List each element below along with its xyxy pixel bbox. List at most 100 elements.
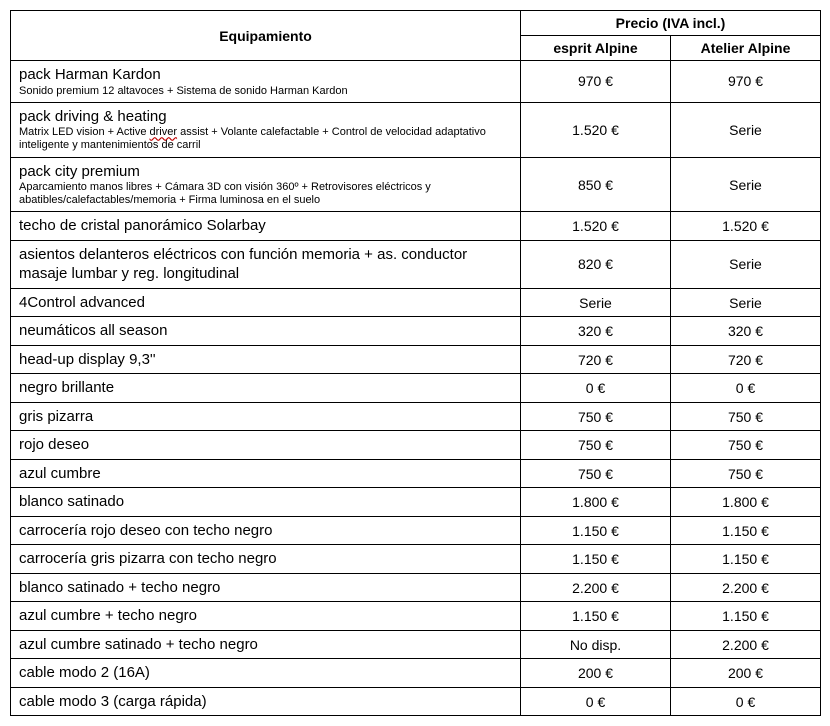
header-esprit-alpine: esprit Alpine bbox=[521, 36, 671, 61]
equipment-title: pack driving & heating bbox=[19, 107, 512, 127]
price-atelier: 720 € bbox=[671, 345, 821, 374]
table-row: carrocería rojo deseo con techo negro 1.1… bbox=[11, 516, 821, 545]
price-atelier: Serie bbox=[671, 288, 821, 317]
equipment-cell: cable modo 2 (16A) bbox=[11, 659, 521, 688]
price-esprit: 1.520 € bbox=[521, 212, 671, 241]
equipment-title: pack city premium bbox=[19, 162, 512, 182]
table-row: blanco satinado + techo negro2.200 €2.20… bbox=[11, 573, 821, 602]
price-atelier: 1.150 € bbox=[671, 516, 821, 545]
equipment-cell: head-up display 9,3'' bbox=[11, 345, 521, 374]
price-atelier: Serie bbox=[671, 157, 821, 212]
equipment-title: gris pizarra bbox=[19, 407, 512, 427]
price-atelier: 2.200 € bbox=[671, 630, 821, 659]
price-atelier: 0 € bbox=[671, 687, 821, 716]
equipment-cell: 4Control advanced bbox=[11, 288, 521, 317]
equipment-cell: carrocería rojo deseo con techo negro bbox=[11, 516, 521, 545]
equipment-cell: azul cumbre bbox=[11, 459, 521, 488]
header-row-1: Equipamiento Precio (IVA incl.) bbox=[11, 11, 821, 36]
price-atelier: 1.520 € bbox=[671, 212, 821, 241]
table-row: azul cumbre satinado + techo negro No dis… bbox=[11, 630, 821, 659]
table-row: cable modo 3 (carga rápida) 0 €0 € bbox=[11, 687, 821, 716]
equipment-title: rojo deseo bbox=[19, 435, 512, 455]
table-row: pack driving & heatingMatrix LED vision … bbox=[11, 102, 821, 157]
price-atelier: 750 € bbox=[671, 459, 821, 488]
price-esprit: 0 € bbox=[521, 687, 671, 716]
equipment-cell: pack Harman KardonSonido premium 12 alta… bbox=[11, 61, 521, 103]
price-esprit: 820 € bbox=[521, 240, 671, 288]
price-atelier: 320 € bbox=[671, 317, 821, 346]
equipment-title: azul cumbre bbox=[19, 464, 512, 484]
equipment-title: cable modo 3 (carga rápida) bbox=[19, 692, 512, 712]
equipment-title: azul cumbre satinado + techo negro bbox=[19, 635, 512, 655]
price-esprit: 1.150 € bbox=[521, 602, 671, 631]
table-row: asientos delanteros eléctricos con funci… bbox=[11, 240, 821, 288]
equipment-cell: rojo deseo bbox=[11, 431, 521, 460]
price-esprit: 1.800 € bbox=[521, 488, 671, 517]
equipment-title: blanco satinado + techo negro bbox=[19, 578, 512, 598]
price-atelier: Serie bbox=[671, 240, 821, 288]
price-esprit: 1.520 € bbox=[521, 102, 671, 157]
equipment-title: blanco satinado bbox=[19, 492, 512, 512]
price-atelier: Serie bbox=[671, 102, 821, 157]
table-row: negro brillante 0 €0 € bbox=[11, 374, 821, 403]
price-esprit: 320 € bbox=[521, 317, 671, 346]
table-row: 4Control advanced SerieSerie bbox=[11, 288, 821, 317]
header-equipamiento: Equipamiento bbox=[11, 11, 521, 61]
price-esprit: 200 € bbox=[521, 659, 671, 688]
price-esprit: Serie bbox=[521, 288, 671, 317]
table-row: pack city premiumAparcamiento manos libr… bbox=[11, 157, 821, 212]
equipment-subtitle: Matrix LED vision + Active driver assist… bbox=[19, 126, 512, 152]
equipment-title: asientos delanteros eléctricos con funci… bbox=[19, 245, 512, 284]
equipment-cell: gris pizarra bbox=[11, 402, 521, 431]
equipment-title: carrocería gris pizarra con techo negro bbox=[19, 549, 512, 569]
equipment-title: 4Control advanced bbox=[19, 293, 512, 313]
equipment-subtitle: Sonido premium 12 altavoces + Sistema de… bbox=[19, 85, 512, 98]
equipment-cell: azul cumbre satinado + techo negro bbox=[11, 630, 521, 659]
table-row: neumáticos all season320 €320 € bbox=[11, 317, 821, 346]
header-precio-group: Precio (IVA incl.) bbox=[521, 11, 821, 36]
table-row: azul cumbre + techo negro1.150 €1.150 € bbox=[11, 602, 821, 631]
table-row: head-up display 9,3''720 €720 € bbox=[11, 345, 821, 374]
price-atelier: 1.150 € bbox=[671, 545, 821, 574]
table-row: cable modo 2 (16A) 200 €200 € bbox=[11, 659, 821, 688]
price-atelier: 0 € bbox=[671, 374, 821, 403]
table-row: gris pizarra 750 €750 € bbox=[11, 402, 821, 431]
table-row: blanco satinado 1.800 €1.800 € bbox=[11, 488, 821, 517]
equipment-cell: negro brillante bbox=[11, 374, 521, 403]
equipment-title: pack Harman Kardon bbox=[19, 65, 512, 85]
equipment-cell: pack driving & heatingMatrix LED vision … bbox=[11, 102, 521, 157]
price-atelier: 1.800 € bbox=[671, 488, 821, 517]
price-atelier: 970 € bbox=[671, 61, 821, 103]
equipment-title: techo de cristal panorámico Solarbay bbox=[19, 216, 512, 236]
price-esprit: 2.200 € bbox=[521, 573, 671, 602]
price-esprit: 720 € bbox=[521, 345, 671, 374]
equipment-title: carrocería rojo deseo con techo negro bbox=[19, 521, 512, 541]
price-esprit: 970 € bbox=[521, 61, 671, 103]
price-atelier: 200 € bbox=[671, 659, 821, 688]
table-body: pack Harman KardonSonido premium 12 alta… bbox=[11, 61, 821, 716]
header-atelier-alpine: Atelier Alpine bbox=[671, 36, 821, 61]
price-atelier: 750 € bbox=[671, 402, 821, 431]
equipment-cell: azul cumbre + techo negro bbox=[11, 602, 521, 631]
table-row: rojo deseo 750 €750 € bbox=[11, 431, 821, 460]
price-esprit: 1.150 € bbox=[521, 545, 671, 574]
price-atelier: 750 € bbox=[671, 431, 821, 460]
equipment-title: azul cumbre + techo negro bbox=[19, 606, 512, 626]
price-esprit: 1.150 € bbox=[521, 516, 671, 545]
price-esprit: No disp. bbox=[521, 630, 671, 659]
equipment-title: negro brillante bbox=[19, 378, 512, 398]
price-esprit: 0 € bbox=[521, 374, 671, 403]
equipment-title: cable modo 2 (16A) bbox=[19, 663, 512, 683]
equipment-cell: carrocería gris pizarra con techo negro bbox=[11, 545, 521, 574]
table-row: carrocería gris pizarra con techo negro 1… bbox=[11, 545, 821, 574]
equipment-cell: asientos delanteros eléctricos con funci… bbox=[11, 240, 521, 288]
price-esprit: 750 € bbox=[521, 459, 671, 488]
equipment-cell: cable modo 3 (carga rápida) bbox=[11, 687, 521, 716]
equipment-pricing-table: Equipamiento Precio (IVA incl.) esprit A… bbox=[10, 10, 821, 716]
equipment-cell: pack city premiumAparcamiento manos libr… bbox=[11, 157, 521, 212]
price-esprit: 750 € bbox=[521, 431, 671, 460]
table-row: pack Harman KardonSonido premium 12 alta… bbox=[11, 61, 821, 103]
price-esprit: 750 € bbox=[521, 402, 671, 431]
spellcheck-word: driver bbox=[150, 126, 178, 138]
equipment-subtitle: Aparcamiento manos libres + Cámara 3D co… bbox=[19, 181, 512, 207]
